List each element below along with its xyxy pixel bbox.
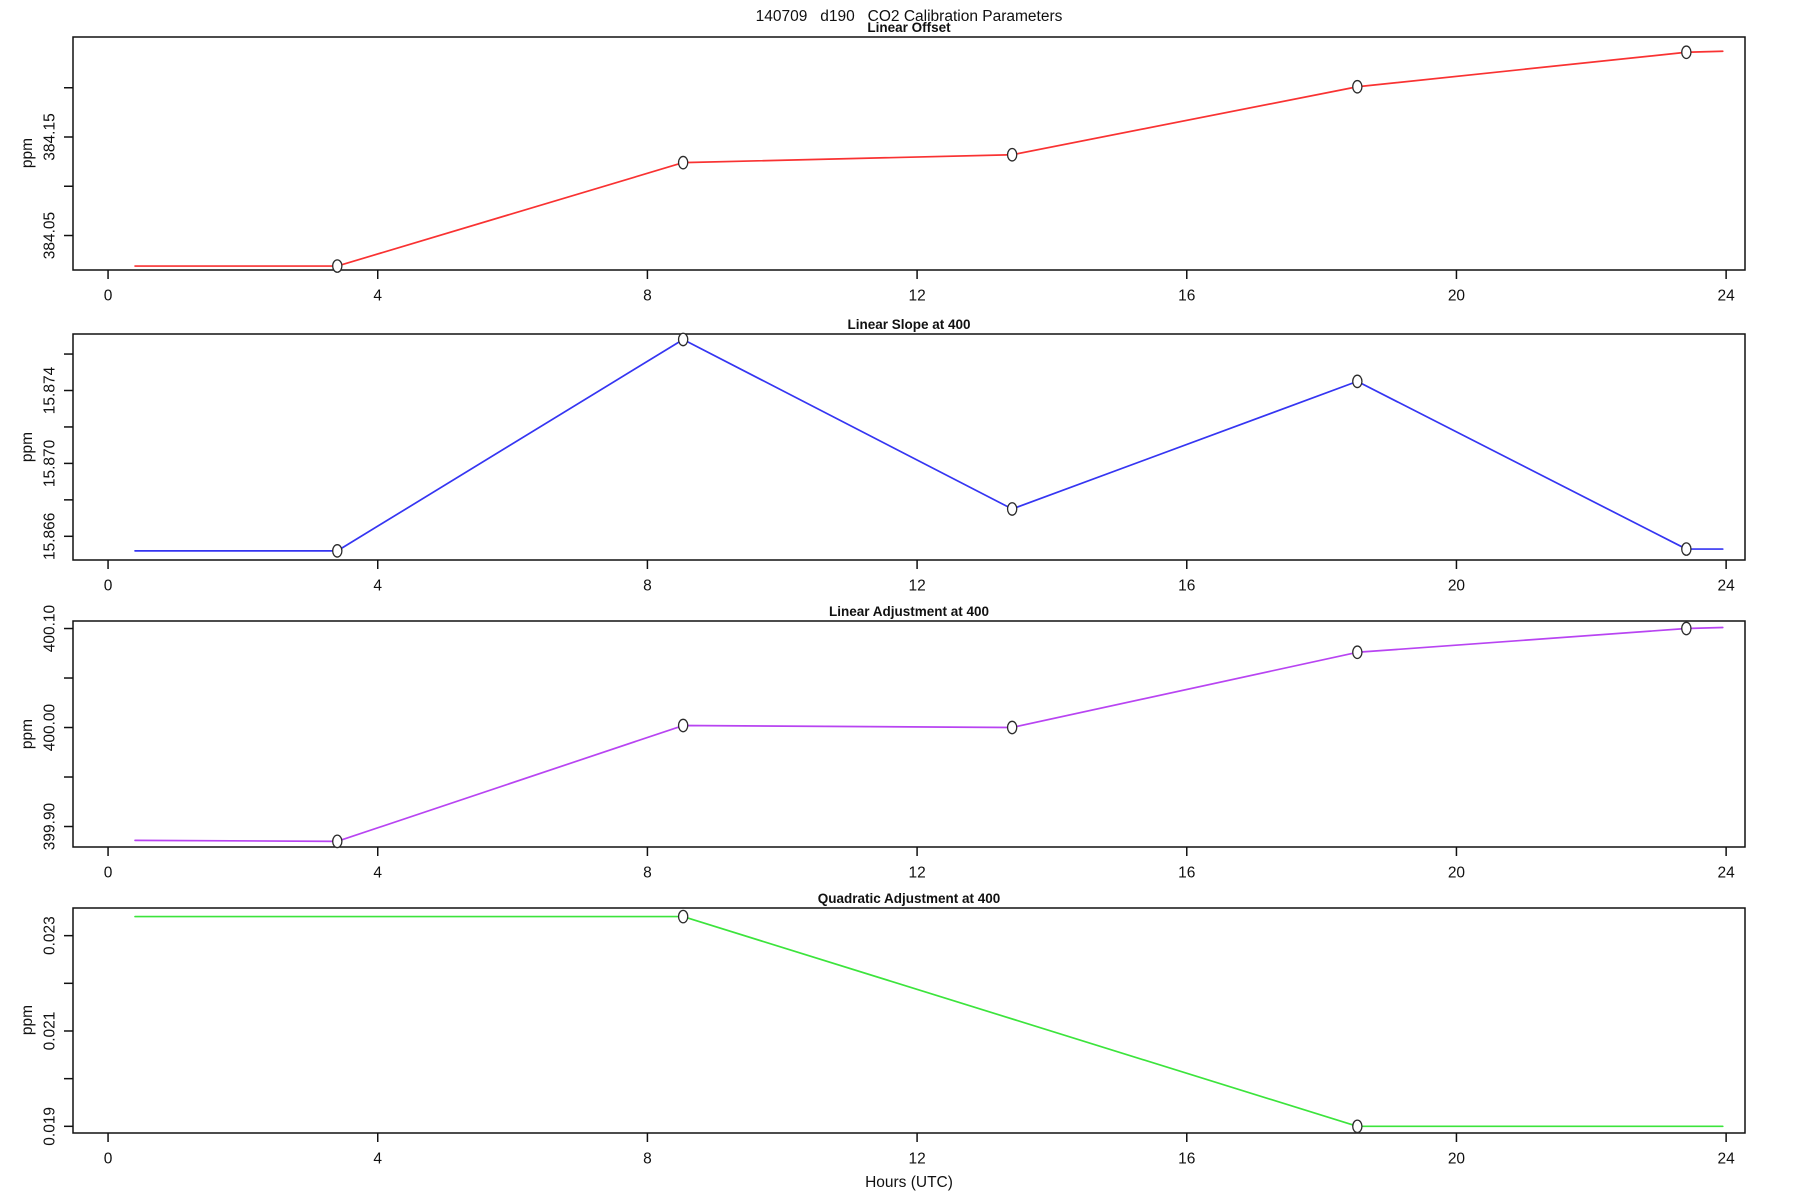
x-tick-label: 12: [908, 287, 925, 304]
y-tick-label: 15.870: [41, 439, 58, 487]
x-tick-label: 16: [1178, 577, 1195, 594]
x-tick-label: 24: [1717, 1150, 1735, 1167]
data-point-marker: [1681, 621, 1692, 636]
series-line: [134, 50, 1724, 267]
figure-title: 140709 d190 CO2 Calibration Parameters: [755, 8, 1063, 25]
x-tick-label: 4: [373, 287, 382, 304]
plot-box: [72, 620, 1746, 848]
x-tick-label: 20: [1448, 1150, 1466, 1167]
x-tick-label: 0: [104, 864, 113, 881]
x-tick-label: 4: [373, 1150, 382, 1167]
plot-box: [72, 907, 1746, 1134]
x-tick-label: 16: [1178, 1150, 1195, 1167]
x-tick-label: 20: [1448, 864, 1466, 881]
y-tick-label: 399.90: [41, 802, 58, 850]
y-axis-label-panel-4: ppm: [19, 1004, 36, 1036]
panel-title-quadratic-adjustment: Quadratic Adjustment at 400: [817, 891, 1001, 906]
y-axis-label-panel-1: ppm: [19, 137, 36, 169]
data-point-marker: [1681, 45, 1692, 60]
x-axis-label: Hours (UTC): [865, 1174, 953, 1191]
data-point-marker: [677, 718, 689, 733]
data-point-marker: [1352, 1119, 1363, 1134]
y-tick-label: 15.866: [41, 513, 58, 560]
x-tick-label: 24: [1717, 287, 1735, 304]
data-point-marker: [332, 834, 343, 849]
panel-title-linear-slope: Linear Slope at 400: [847, 317, 971, 332]
panel-1: 0 4 8 12 16 20 24 384.05 384.15: [41, 36, 1746, 304]
x-tick-label: 4: [373, 577, 382, 594]
x-tick-label: 0: [104, 577, 113, 594]
plot-box: [72, 333, 1746, 561]
data-point-marker: [677, 909, 689, 924]
data-point-marker: [1006, 720, 1018, 735]
panel-4: 0 4 8 12 16 20 24 0.019 0.021 0.023: [41, 907, 1746, 1167]
panel-title-linear-adjustment: Linear Adjustment at 400: [828, 604, 990, 619]
y-tick-label: 0.021: [41, 1012, 58, 1051]
data-point-marker: [1006, 502, 1018, 516]
x-tick-label: 20: [1448, 577, 1466, 594]
data-point-marker: [1352, 374, 1363, 389]
y-tick-label: 0.019: [41, 1107, 58, 1146]
x-tick-label: 12: [908, 864, 925, 881]
y-tick-label: 384.05: [41, 212, 58, 259]
data-point-marker: [677, 155, 689, 170]
data-point-marker: [332, 259, 343, 273]
x-tick-label: 12: [908, 577, 925, 594]
y-tick-label: 0.023: [41, 916, 58, 955]
y-tick-label: 400.00: [41, 703, 58, 751]
panel-title-linear-offset: Linear Offset: [867, 20, 951, 35]
data-point-marker: [1681, 542, 1692, 556]
x-tick-label: 0: [104, 287, 113, 304]
x-tick-label: 8: [643, 864, 652, 881]
y-tick-label: 400.10: [41, 604, 58, 652]
x-tick-label: 16: [1178, 864, 1195, 881]
y-axis-label-panel-3: ppm: [19, 718, 36, 750]
plot-box: [72, 36, 1746, 271]
x-tick-label: 8: [643, 287, 652, 304]
x-tick-label: 8: [643, 1150, 652, 1167]
series-line: [134, 338, 1724, 552]
data-point-marker: [332, 544, 343, 558]
y-tick-label: 15.874: [41, 366, 58, 414]
series-line: [134, 915, 1724, 1128]
x-tick-label: 20: [1448, 287, 1466, 304]
x-tick-label: 16: [1178, 287, 1195, 304]
x-tick-label: 0: [104, 1150, 113, 1167]
data-point-marker: [677, 332, 689, 347]
x-tick-label: 24: [1717, 577, 1735, 594]
x-tick-label: 24: [1717, 864, 1735, 881]
y-tick-label: 384.15: [41, 113, 58, 160]
data-point-marker: [1352, 645, 1363, 660]
panel-2: 0 4 8 12 16 20 24 15.866 15.870 15.874: [41, 332, 1746, 594]
series-line: [134, 626, 1724, 843]
panel-3: 0 4 8 12 16 20 24 399.90 400.00 400.10: [41, 604, 1746, 881]
x-tick-label: 12: [908, 1150, 925, 1167]
data-point-marker: [1352, 79, 1363, 94]
x-tick-label: 8: [643, 577, 652, 594]
y-axis-label-panel-2: ppm: [19, 431, 36, 463]
x-tick-label: 4: [373, 864, 382, 881]
data-point-marker: [1006, 147, 1018, 162]
